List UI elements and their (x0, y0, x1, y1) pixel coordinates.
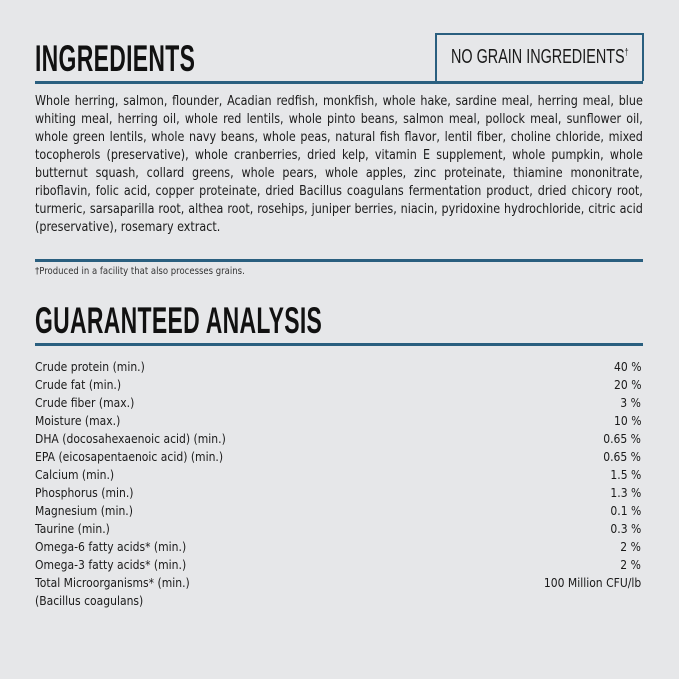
divider (35, 343, 643, 346)
nutrient-value: 40 % (613, 360, 641, 374)
nutrient-value: 10 % (613, 414, 641, 428)
analysis-row: Magnesium (min.) 0.1 % (35, 502, 641, 520)
analysis-row: Total Microorganisms* (min.) 100 Million … (35, 574, 641, 592)
nutrient-name: (Bacillus coagulans) (35, 594, 144, 608)
analysis-row: EPA (eicosapentaenoic acid) (min.) 0.65 % (35, 448, 641, 466)
analysis-row: Crude fiber (max.) 3 % (35, 394, 641, 412)
nutrient-value: 100 Million CFU/lb (543, 576, 641, 590)
nutrient-value: 2 % (620, 558, 641, 572)
divider (35, 259, 643, 262)
nutrient-value: 2 % (620, 540, 641, 554)
nutrient-name: Crude protein (min.) (35, 360, 145, 374)
analysis-row: Phosphorus (min.) 1.3 % (35, 484, 641, 502)
nutrient-name: DHA (docosahexaenoic acid) (min.) (35, 432, 226, 446)
nutrient-name: Crude fat (min.) (35, 378, 122, 392)
ingredients-list: Whole herring, salmon, flounder, Acadian… (35, 93, 643, 235)
nutrient-name: Calcium (min.) (35, 468, 115, 482)
divider (35, 81, 643, 84)
no-grain-badge: NO GRAIN INGREDIENTS† (435, 33, 644, 81)
nutrient-value: 0.65 % (603, 432, 641, 446)
analysis-title: GUARANTEED ANALYSIS (35, 300, 323, 341)
nutrient-value: 0.1 % (610, 504, 641, 518)
nutrient-name: Phosphorus (min.) (35, 486, 134, 500)
analysis-row: Crude protein (min.) 40 % (35, 358, 641, 376)
analysis-table: Crude protein (min.) 40 % Crude fat (min.)… (35, 358, 641, 610)
analysis-row: Omega-6 fatty acids* (min.) 2 % (35, 538, 641, 556)
nutrient-value: 20 % (613, 378, 641, 392)
nutrient-name: Total Microorganisms* (min.) (35, 576, 190, 590)
analysis-row: Crude fat (min.) 20 % (35, 376, 641, 394)
ingredients-title: INGREDIENTS (35, 38, 196, 79)
analysis-row: Calcium (min.) 1.5 % (35, 466, 641, 484)
analysis-row: Taurine (min.) 0.3 % (35, 520, 641, 538)
nutrient-name: Omega-3 fatty acids* (min.) (35, 558, 187, 572)
nutrient-name: Taurine (min.) (35, 522, 110, 536)
nutrient-name: Moisture (max.) (35, 414, 121, 428)
footnote: †Produced in a facility that also proces… (35, 266, 245, 277)
dagger-mark: † (624, 47, 629, 59)
nutrient-value: 1.5 % (610, 468, 641, 482)
nutrient-name: Omega-6 fatty acids* (min.) (35, 540, 187, 554)
nutrient-value: 0.65 % (603, 450, 641, 464)
nutrient-name: EPA (eicosapentaenoic acid) (min.) (35, 450, 224, 464)
nutrient-value: 1.3 % (610, 486, 641, 500)
nutrient-value: 0.3 % (610, 522, 641, 536)
nutrient-name: Magnesium (min.) (35, 504, 133, 518)
badge-label: NO GRAIN INGREDIENTS (451, 46, 625, 68)
analysis-row: (Bacillus coagulans) (35, 592, 641, 610)
nutrient-value: 3 % (620, 396, 641, 410)
analysis-row: Moisture (max.) 10 % (35, 412, 641, 430)
analysis-row: Omega-3 fatty acids* (min.) 2 % (35, 556, 641, 574)
nutrient-name: Crude fiber (max.) (35, 396, 135, 410)
analysis-row: DHA (docosahexaenoic acid) (min.) 0.65 % (35, 430, 641, 448)
